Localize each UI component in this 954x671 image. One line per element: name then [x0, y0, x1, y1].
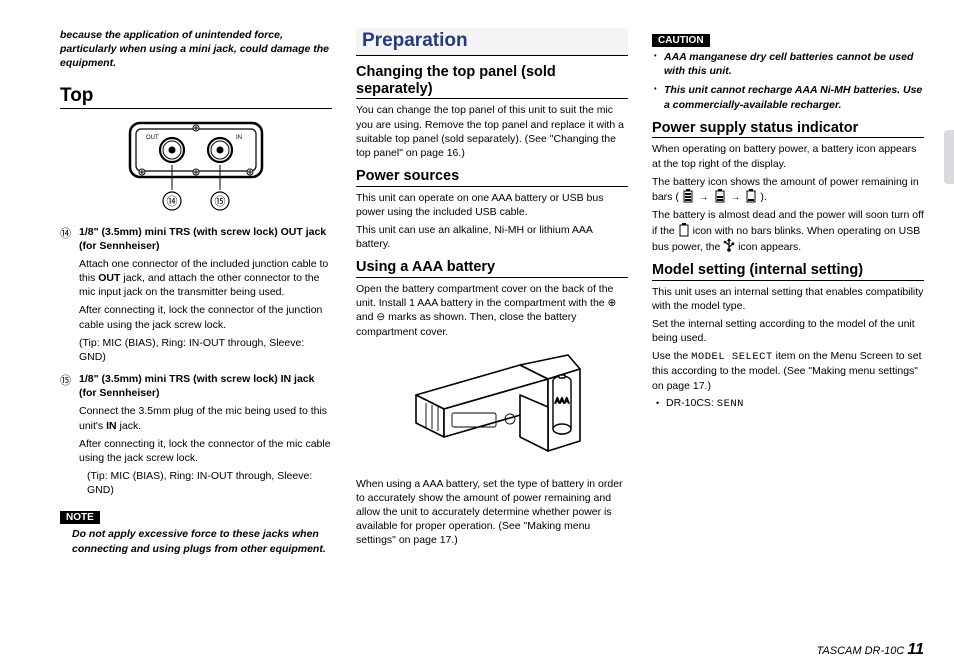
- arrow-icon: →: [731, 192, 741, 203]
- battery-compartment-diagram: AAA: [392, 347, 592, 467]
- item-paragraph: After connecting it, lock the connector …: [79, 437, 332, 465]
- column-3: CAUTION AAA manganese dry cell batteries…: [652, 28, 924, 626]
- in-label: IN: [236, 135, 242, 141]
- item-title: 1/8" (3.5mm) mini TRS (with screw lock) …: [79, 226, 326, 252]
- heading-top: Top: [60, 85, 332, 109]
- paragraph: This unit can use an alkaline, Ni-MH or …: [356, 223, 628, 251]
- paragraph: You can change the top panel of this uni…: [356, 103, 628, 160]
- item-number: ⑮: [60, 372, 71, 497]
- jack-list: ⑭ 1/8" (3.5mm) mini TRS (with screw lock…: [60, 225, 332, 498]
- paragraph: Set the internal setting according to th…: [652, 317, 924, 345]
- battery-full-icon: [682, 189, 694, 203]
- item-title: 1/8" (3.5mm) mini TRS (with screw lock) …: [79, 373, 314, 399]
- lcd-text: MODEL SELECT: [691, 351, 773, 363]
- paragraph: This unit uses an internal setting that …: [652, 285, 924, 313]
- heading-using-aaa: Using a AAA battery: [356, 259, 628, 278]
- heading-preparation: Preparation: [356, 28, 628, 56]
- page-columns: because the application of unintended fo…: [60, 28, 924, 626]
- paragraph: When using a AAA battery, set the type o…: [356, 477, 628, 548]
- heading-power-sources: Power sources: [356, 168, 628, 187]
- item-tip: (Tip: MIC (BIAS), Ring: IN-OUT through, …: [79, 469, 332, 497]
- product-name: TASCAM DR-10C: [817, 645, 905, 657]
- paragraph: The battery is almost dead and the power…: [652, 208, 924, 254]
- page-number: 11: [907, 641, 924, 658]
- battery-mid-icon: [714, 189, 726, 203]
- heading-power-status: Power supply status indicator: [652, 120, 924, 139]
- top-panel-diagram: OUT IN ⑭ ⑮: [116, 115, 276, 215]
- page-footer: TASCAM DR-10C 11: [817, 641, 924, 659]
- caution-item: AAA manganese dry cell batteries cannot …: [664, 50, 924, 78]
- model-list-item: DR-10CS: SENN: [666, 397, 924, 410]
- heading-model-setting: Model setting (internal setting): [652, 262, 924, 281]
- caution-badge: CAUTION: [652, 34, 710, 47]
- item-number: ⑭: [60, 225, 71, 365]
- list-item-14: ⑭ 1/8" (3.5mm) mini TRS (with screw lock…: [60, 225, 332, 365]
- lcd-text: SENN: [717, 398, 744, 410]
- caution-item: This unit cannot recharge AAA Ni-MH batt…: [664, 83, 924, 111]
- lead-note: because the application of unintended fo…: [60, 28, 332, 71]
- paragraph: The battery icon shows the amount of pow…: [652, 175, 924, 205]
- caution-list: AAA manganese dry cell batteries cannot …: [652, 50, 924, 112]
- model-list: DR-10CS: SENN: [652, 397, 924, 410]
- list-item-15: ⑮ 1/8" (3.5mm) mini TRS (with screw lock…: [60, 372, 332, 497]
- item-tip: (Tip: MIC (BIAS), Ring: IN-OUT through, …: [79, 336, 332, 364]
- paragraph: When operating on battery power, a batte…: [652, 142, 924, 170]
- note-badge: NOTE: [60, 511, 100, 524]
- usb-power-icon: [723, 238, 735, 252]
- svg-text:AAA: AAA: [555, 398, 569, 405]
- out-label: OUT: [146, 135, 159, 141]
- item-paragraph: Connect the 3.5mm plug of the mic being …: [79, 404, 332, 432]
- page-edge-tab: [944, 130, 954, 184]
- note-body: Do not apply excessive force to these ja…: [60, 527, 332, 555]
- battery-low-icon: [745, 189, 757, 203]
- item-paragraph: Attach one connector of the included jun…: [79, 257, 332, 300]
- arrow-icon: →: [699, 192, 709, 203]
- callout-15: ⑮: [215, 195, 226, 208]
- paragraph: Open the battery compartment cover on th…: [356, 282, 628, 339]
- battery-empty-icon: [678, 223, 690, 237]
- column-2: Preparation Changing the top panel (sold…: [356, 28, 628, 626]
- heading-change-panel: Changing the top panel (sold separately): [356, 64, 628, 99]
- paragraph: Use the MODEL SELECT item on the Menu Sc…: [652, 349, 924, 393]
- item-paragraph: After connecting it, lock the connector …: [79, 303, 332, 331]
- column-1: because the application of unintended fo…: [60, 28, 332, 626]
- paragraph: This unit can operate on one AAA battery…: [356, 191, 628, 219]
- callout-14: ⑭: [167, 195, 178, 208]
